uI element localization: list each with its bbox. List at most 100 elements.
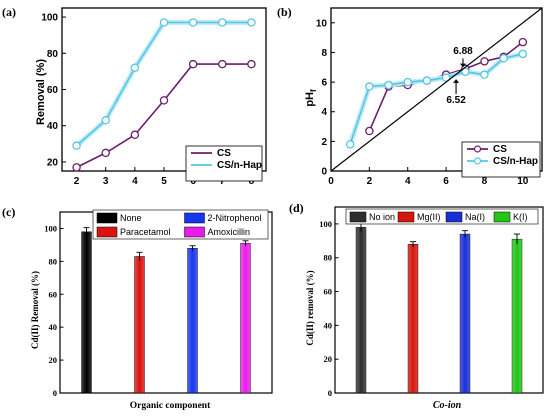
data-point: [159, 96, 169, 105]
bar: [511, 238, 523, 394]
panel-label: (d): [289, 201, 304, 215]
y-tick-label: 40: [49, 322, 58, 332]
x-axis-label: Co-ion: [433, 400, 462, 411]
y-tick-label: 0: [53, 388, 57, 398]
data-point: [480, 70, 489, 79]
y-tick-label: 100: [41, 13, 58, 24]
y-axis-label: Removal (%): [35, 59, 47, 125]
legend-label: 2-Nitrophenol: [208, 213, 262, 223]
y-tick-label: 8: [321, 48, 327, 59]
data-point: [101, 116, 110, 125]
legend-label: CS/n-Hap: [493, 156, 538, 167]
series-line: [76, 21, 252, 147]
data-point: [247, 18, 256, 27]
y-axis-title: Cd(II) removal (%): [305, 270, 315, 345]
data-point: [345, 140, 355, 149]
y-tick-label: 6: [321, 78, 327, 89]
plot-frame: [334, 206, 544, 394]
data-point: [130, 63, 140, 73]
bar: [240, 243, 251, 394]
y-tick-label: 20: [47, 157, 59, 168]
y-axis-label: pHf: [304, 89, 318, 107]
x-tick-label: 8: [249, 176, 255, 187]
data-point: [518, 49, 528, 59]
y-axis-label-main: pH: [304, 92, 316, 107]
legend-swatch: [349, 211, 367, 223]
panel-c: (c) Cd(II) Removal (%) Organic component…: [2, 205, 273, 411]
data-point: [403, 77, 412, 87]
y-axis-title: pHf: [304, 89, 318, 107]
legend-label: Na(I): [465, 212, 485, 222]
data-point: [518, 37, 528, 47]
series-glow: [74, 20, 252, 148]
legend-label: Amoxicillin: [208, 227, 251, 237]
bar: [355, 227, 367, 394]
legend-label: No ion: [369, 212, 395, 222]
panel-label: (a): [2, 5, 16, 19]
legend-box: [345, 208, 539, 225]
data-point: [422, 76, 432, 85]
x-tick-label: 6: [443, 176, 449, 187]
data-point: [461, 67, 470, 76]
legend-swatch: [445, 211, 463, 223]
annotation-arrowhead: [453, 79, 460, 83]
bar: [459, 233, 471, 394]
y-axis-title: Removal (%): [35, 59, 47, 125]
annotation-label: 6.88: [453, 46, 473, 57]
data-point: [72, 141, 81, 150]
panel-a: (a) Removal (%) 2 3 4 5 6 7 8 20 40 60 80 100 CSCS/n…: [2, 5, 267, 187]
data-point: [188, 18, 198, 27]
y-tick-label: 60: [324, 287, 333, 297]
legend-label: CS: [217, 148, 231, 159]
y-tick-label: 20: [49, 355, 58, 365]
legend-marker: [473, 157, 482, 165]
data-point: [499, 54, 508, 63]
x-tick-label: 10: [517, 176, 529, 187]
legend-label: None: [120, 213, 142, 223]
y-tick-label: 4: [321, 107, 327, 118]
y-axis-title: Cd(II) Removal (%): [30, 271, 40, 349]
series-glow: [347, 51, 524, 146]
bar: [407, 244, 419, 394]
plot: 0 20 40 60 80 100 None 2-Nitrophenol Paracetamol…: [44, 209, 273, 398]
x-tick-label: 8: [482, 176, 488, 187]
x-tick-label: 4: [132, 176, 138, 187]
x-tick-label: 0: [328, 176, 334, 187]
legend-swatch: [96, 212, 118, 224]
x-tick-label: 4: [405, 176, 411, 187]
data-point: [130, 130, 140, 140]
x-tick-label: 2: [74, 176, 80, 187]
legend-swatch: [184, 226, 205, 238]
x-tick-label: 2: [367, 176, 373, 187]
bar: [81, 231, 92, 394]
x-tick-label: 3: [103, 176, 109, 187]
x-tick-label: 5: [161, 176, 167, 187]
data-point: [247, 59, 256, 69]
series-line: [349, 53, 523, 145]
data-point: [101, 148, 110, 158]
legend-label: K(I): [513, 212, 528, 222]
data-point: [384, 80, 393, 90]
data-point: [365, 126, 374, 136]
bar: [187, 248, 198, 394]
annotation-arrowhead: [459, 63, 466, 68]
y-tick-label: 20: [324, 354, 333, 364]
x-tick-label: 6: [190, 176, 196, 187]
y-axis-label-sub: f: [309, 89, 318, 92]
plot: 0 20 40 60 80 100 No ion Mg(II) Na(I) K(I): [319, 206, 544, 398]
legend-swatch: [96, 226, 118, 238]
legend-swatch: [397, 211, 415, 223]
data-point: [72, 163, 81, 172]
y-tick-label: 80: [324, 253, 333, 263]
legend-marker: [473, 145, 482, 153]
plot-frame: [330, 7, 543, 172]
legend-swatch: [493, 211, 511, 223]
y-tick-label: 60: [47, 85, 59, 96]
data-point: [441, 73, 451, 82]
x-tick-label: 7: [220, 176, 226, 187]
y-tick-label: 100: [319, 219, 332, 229]
data-point: [365, 82, 374, 91]
data-point: [218, 18, 227, 27]
